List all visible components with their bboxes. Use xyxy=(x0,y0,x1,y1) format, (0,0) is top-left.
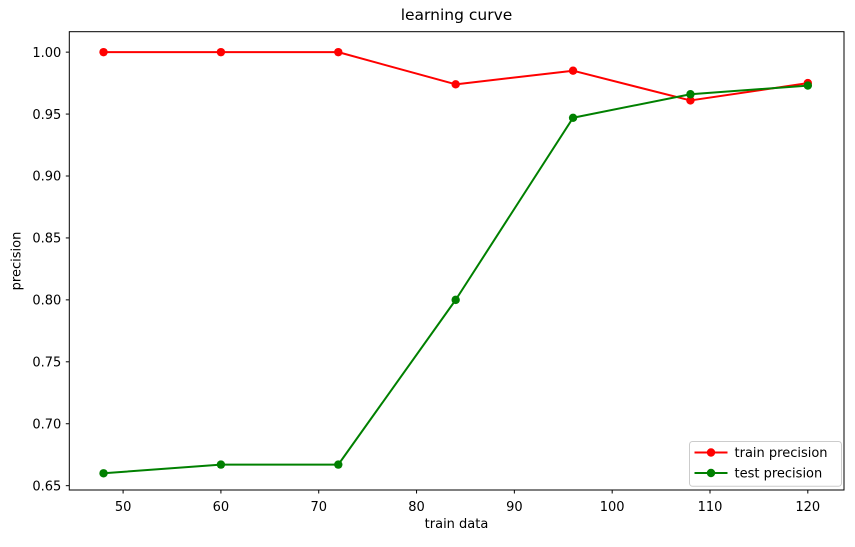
y-tick-label: 1.00 xyxy=(32,46,61,61)
y-tick-label: 0.80 xyxy=(32,294,61,309)
data-point-train-precision xyxy=(451,80,460,89)
x-tick-label: 80 xyxy=(408,500,425,515)
legend-label: test precision xyxy=(735,467,823,482)
legend-item-test-precision: test precision xyxy=(694,467,823,482)
legend-item-train-precision: train precision xyxy=(694,446,828,461)
series-line-test-precision xyxy=(103,84,808,475)
x-tick-label: 70 xyxy=(310,500,327,515)
y-tick-label: 0.85 xyxy=(32,232,61,247)
x-axis-label: train data xyxy=(424,517,489,532)
data-point-test-precision xyxy=(803,81,813,90)
chart-title: learning curve xyxy=(400,6,513,24)
legend-label: train precision xyxy=(735,446,828,461)
y-tick-label: 0.95 xyxy=(32,108,61,123)
data-point-train-precision xyxy=(99,47,108,57)
legend: train precision test precision xyxy=(689,441,842,487)
data-point-test-precision xyxy=(568,113,578,122)
y-tick-label: 0.70 xyxy=(32,417,61,432)
x-tick-label: 60 xyxy=(213,500,230,515)
y-tick-label: 0.90 xyxy=(32,170,61,185)
y-tick-label: 0.65 xyxy=(32,479,61,494)
x-tick-label: 120 xyxy=(795,500,820,515)
data-point-test-precision xyxy=(686,90,695,99)
data-point-train-precision xyxy=(568,66,578,75)
data-point-test-precision xyxy=(334,460,343,469)
plot-area xyxy=(68,31,845,491)
y-tick-label: 0.75 xyxy=(32,355,61,370)
x-tick-label: 100 xyxy=(600,500,625,515)
x-tick-label: 90 xyxy=(506,500,523,515)
x-tick-label: 50 xyxy=(115,500,132,515)
x-tick-label: 110 xyxy=(698,500,723,515)
legend-marker xyxy=(706,448,716,457)
data-point-train-precision xyxy=(686,96,695,105)
data-point-train-precision xyxy=(334,47,343,57)
data-point-test-precision xyxy=(216,460,226,469)
data-point-test-precision xyxy=(99,469,108,478)
data-point-train-precision xyxy=(216,47,226,57)
data-point-test-precision xyxy=(451,295,460,305)
legend-marker xyxy=(706,468,716,478)
